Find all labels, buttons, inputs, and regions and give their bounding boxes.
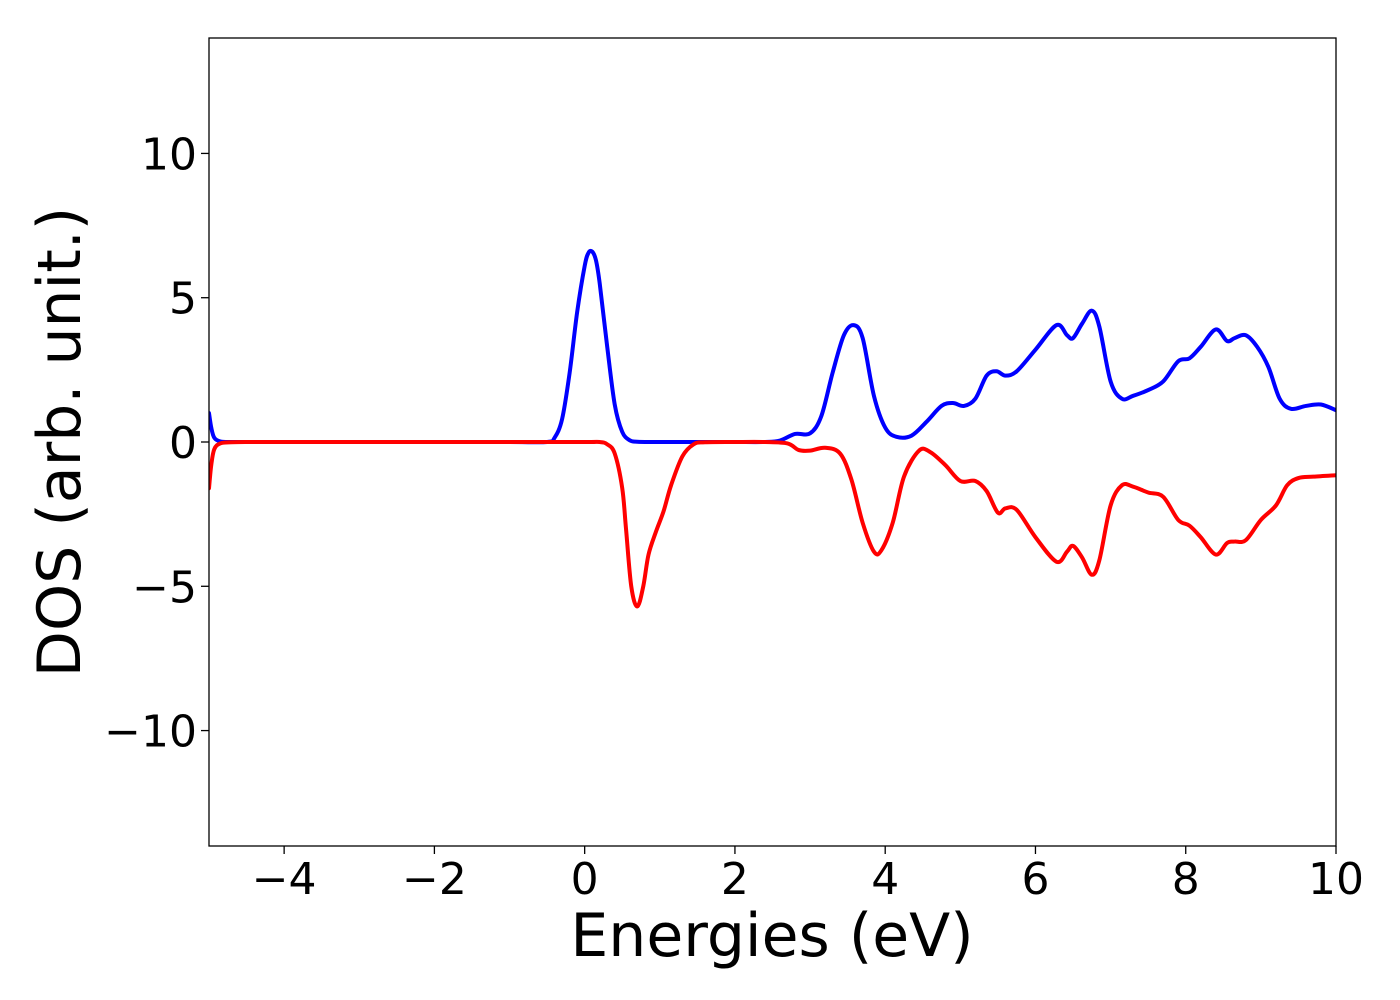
y-tick-label: −10: [104, 707, 197, 758]
x-tick-label: 4: [871, 854, 899, 905]
x-axis-title: Energies (eV): [570, 901, 973, 971]
y-tick-label: 10: [141, 129, 197, 180]
x-tick-label: −4: [252, 854, 317, 905]
x-tick-label: 10: [1308, 854, 1364, 905]
y-ticks: −10 −5 0 5 10: [104, 129, 209, 758]
x-ticks: −4 −2 0 2 4 6 8 10: [252, 846, 1364, 905]
x-tick-label: −2: [402, 854, 467, 905]
series-group: [209, 248, 1336, 609]
y-tick-label: 5: [169, 274, 197, 325]
x-tick-label: 0: [571, 854, 599, 905]
x-tick-label: 2: [721, 854, 749, 905]
x-tick-label: 6: [1021, 854, 1049, 905]
y-axis-title: DOS (arb. unit.): [25, 207, 95, 677]
series-line-blue: [209, 248, 1336, 445]
x-tick-label: 8: [1172, 854, 1200, 905]
y-tick-label: 0: [169, 418, 197, 469]
y-tick-label: −5: [132, 562, 197, 613]
series-line-red: [209, 439, 1336, 609]
